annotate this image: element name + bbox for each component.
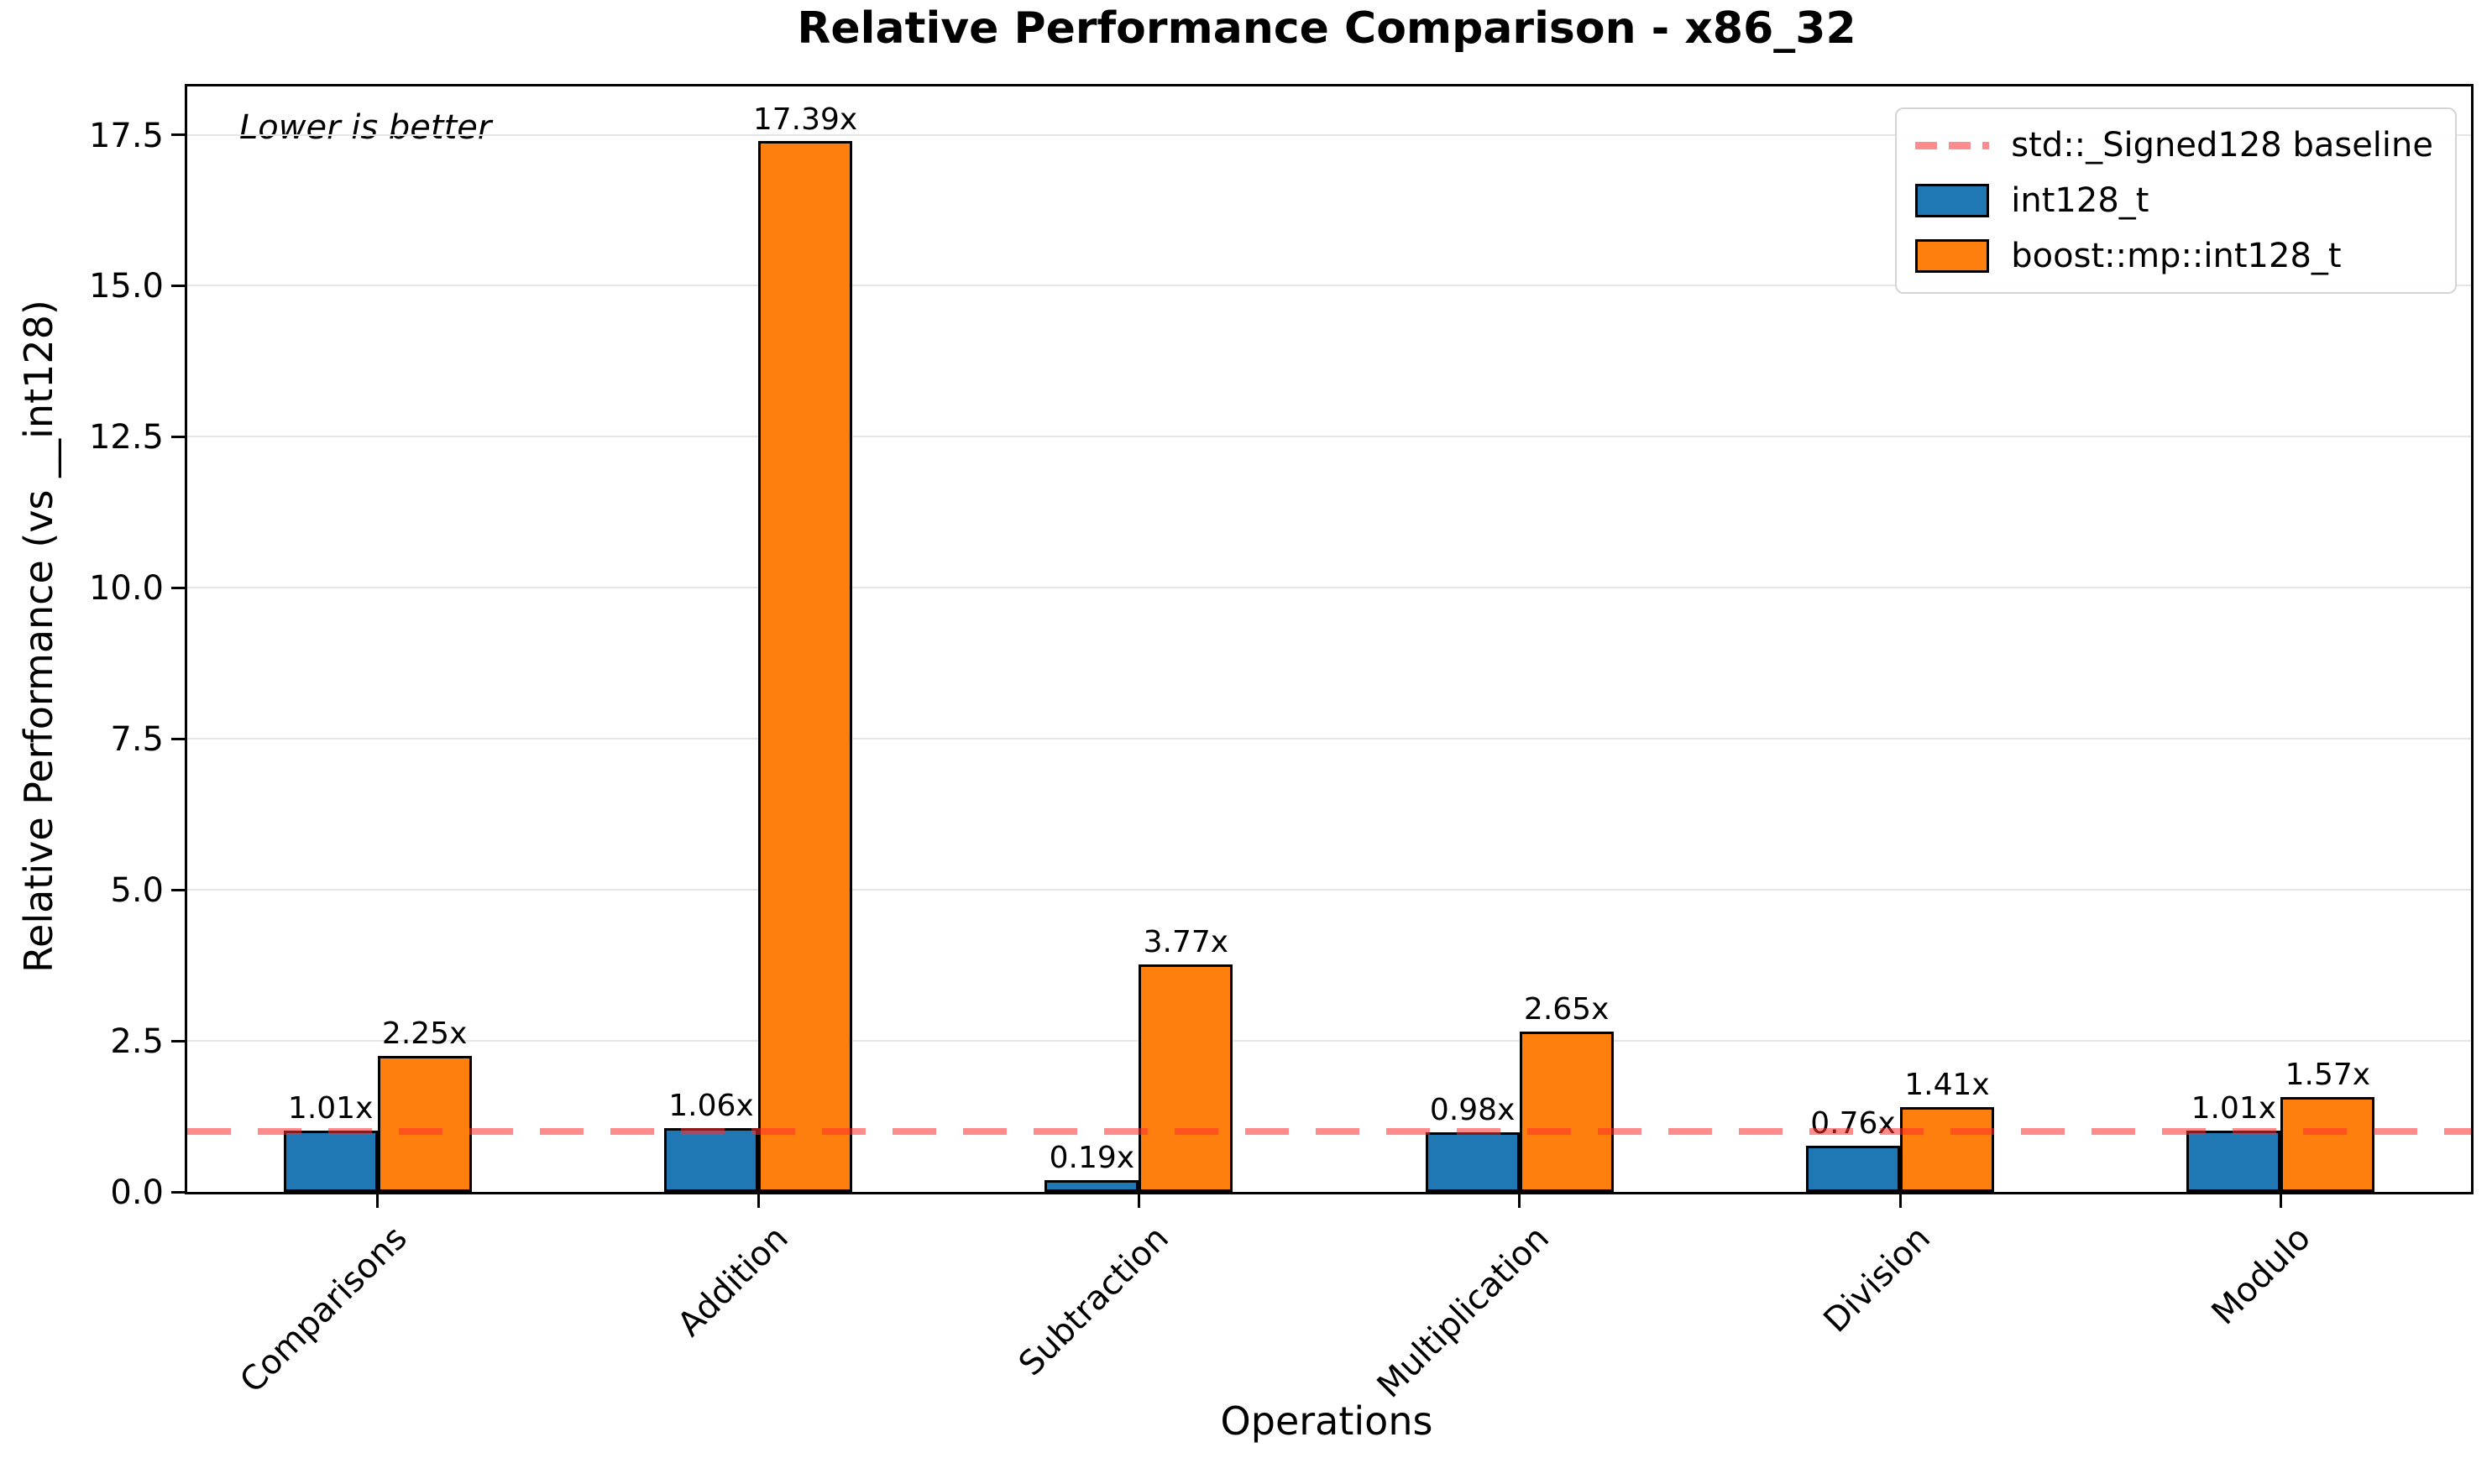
bar-value-label: 1.57x bbox=[2285, 1058, 2371, 1093]
x-tick-label-comparisons: Comparisons bbox=[233, 1219, 416, 1401]
y-tick-label: 12.5 bbox=[88, 418, 164, 457]
legend-item-int128: int128_t bbox=[1915, 176, 2433, 225]
legend-item-boost: boost::mp::int128_t bbox=[1915, 232, 2433, 280]
y-tick-label: 0.0 bbox=[110, 1173, 164, 1212]
annotation-lower-is-better: Lower is better bbox=[239, 108, 492, 147]
legend-label-boost: boost::mp::int128_t bbox=[2011, 237, 2342, 275]
gridline bbox=[187, 436, 2471, 438]
gridline bbox=[187, 587, 2471, 589]
y-tick-mark bbox=[171, 133, 185, 137]
x-tick-mark bbox=[1518, 1194, 1521, 1208]
bar-value-label: 2.25x bbox=[381, 1016, 468, 1052]
bar-int128-t-division bbox=[1806, 1146, 1900, 1192]
x-tick-mark bbox=[376, 1194, 380, 1208]
x-tick-label-modulo: Modulo bbox=[2204, 1219, 2318, 1333]
chart-title: Relative Performance Comparison - x86_32 bbox=[797, 3, 1856, 54]
bar-value-label: 0.98x bbox=[1429, 1093, 1516, 1128]
gridline bbox=[187, 1040, 2471, 1042]
bar-int128-t-comparisons bbox=[283, 1131, 378, 1192]
baseline-dashed-line bbox=[187, 1128, 2471, 1136]
y-tick-label: 17.5 bbox=[88, 116, 164, 155]
bar-boost-mp-int128-t-division bbox=[1900, 1106, 1994, 1192]
x-axis-label: Operations bbox=[1220, 1398, 1433, 1444]
bar-value-label: 0.76x bbox=[1810, 1106, 1896, 1142]
bar-boost-mp-int128-t-comparisons bbox=[377, 1056, 472, 1192]
x-tick-mark bbox=[756, 1194, 760, 1208]
y-tick-label: 2.5 bbox=[110, 1022, 164, 1062]
y-tick-mark bbox=[171, 284, 185, 287]
legend-label-int128: int128_t bbox=[2011, 181, 2149, 220]
gridline bbox=[187, 738, 2471, 740]
bar-boost-mp-int128-t-modulo bbox=[2280, 1097, 2375, 1192]
bar-value-label: 3.77x bbox=[1143, 924, 1229, 959]
y-tick-mark bbox=[171, 586, 185, 589]
x-tick-mark bbox=[1137, 1194, 1140, 1208]
x-tick-label-multiplication: Multiplication bbox=[1369, 1219, 1558, 1406]
bar-value-label: 0.19x bbox=[1049, 1141, 1135, 1176]
x-tick-label-addition: Addition bbox=[670, 1219, 796, 1345]
legend-swatch-boost-icon bbox=[1915, 239, 1990, 273]
bar-int128-t-modulo bbox=[2186, 1131, 2281, 1192]
bar-value-label: 1.06x bbox=[668, 1088, 754, 1123]
gridline bbox=[187, 889, 2471, 891]
bar-value-label: 2.65x bbox=[1523, 992, 1610, 1027]
legend: std::_Signed128 baseline int128_t boost:… bbox=[1895, 107, 2457, 294]
gridline bbox=[187, 285, 2471, 287]
bar-int128-t-subtraction bbox=[1044, 1180, 1139, 1192]
y-tick-mark bbox=[171, 1039, 185, 1042]
bar-boost-mp-int128-t-addition bbox=[758, 141, 852, 1192]
y-tick-label: 5.0 bbox=[110, 871, 164, 911]
y-tick-mark bbox=[171, 435, 185, 438]
y-tick-mark bbox=[171, 737, 185, 740]
x-tick-label-division: Division bbox=[1815, 1219, 1938, 1340]
bar-value-label: 1.41x bbox=[1904, 1067, 1990, 1102]
x-tick-mark bbox=[2279, 1194, 2282, 1208]
y-axis-label: Relative Performance (vs __int128) bbox=[16, 300, 61, 973]
y-tick-mark bbox=[171, 1190, 185, 1194]
legend-swatch-int128-icon bbox=[1915, 184, 1990, 217]
gridline bbox=[187, 133, 2471, 136]
baseline-dash-icon bbox=[1915, 141, 1990, 149]
bar-int128-t-multiplication bbox=[1425, 1132, 1520, 1192]
y-tick-mark bbox=[171, 888, 185, 891]
bar-value-label: 1.01x bbox=[287, 1091, 374, 1126]
y-tick-label: 15.0 bbox=[88, 267, 164, 306]
bar-value-label: 17.39x bbox=[752, 102, 858, 137]
bar-boost-mp-int128-t-subtraction bbox=[1139, 964, 1233, 1192]
bar-int128-t-addition bbox=[664, 1127, 758, 1192]
y-tick-label: 10.0 bbox=[88, 569, 164, 609]
bar-value-label: 1.01x bbox=[2191, 1091, 2277, 1126]
bar-boost-mp-int128-t-multiplication bbox=[1519, 1032, 1614, 1192]
x-tick-label-subtraction: Subtraction bbox=[1011, 1219, 1176, 1384]
x-tick-mark bbox=[1898, 1194, 1902, 1208]
legend-label-baseline: std::_Signed128 baseline bbox=[2011, 126, 2433, 165]
y-tick-label: 7.5 bbox=[110, 720, 164, 760]
legend-item-baseline: std::_Signed128 baseline bbox=[1915, 121, 2433, 170]
